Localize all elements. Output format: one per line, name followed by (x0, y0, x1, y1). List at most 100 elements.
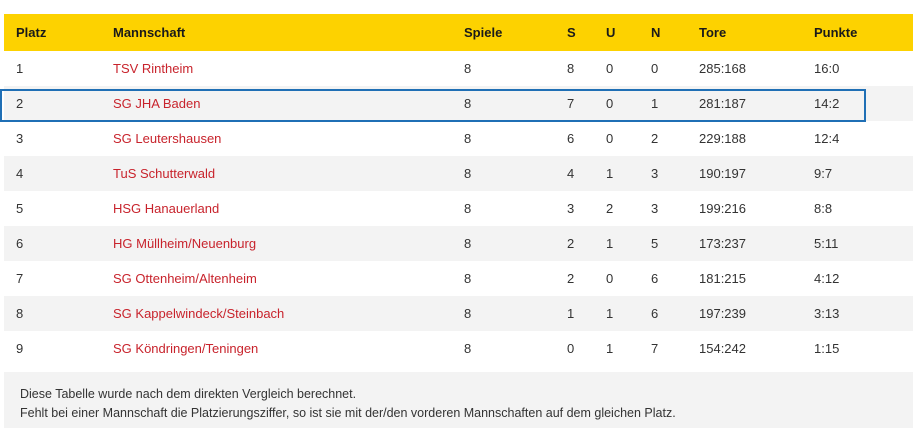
header-unentschieden: U (606, 25, 616, 40)
cell-spiele: 8 (464, 306, 472, 321)
cell-niederlagen: 2 (651, 131, 659, 146)
team-link[interactable]: SG Köndringen/Teningen (113, 341, 259, 356)
cell-spiele: 8 (464, 61, 472, 76)
header-tore: Tore (699, 25, 727, 40)
cell-tore: 197:239 (699, 306, 746, 321)
cell-tore: 281:187 (699, 96, 746, 111)
cell-unentschieden: 0 (606, 96, 614, 111)
cell-punkte: 12:4 (814, 131, 840, 146)
cell-siege: 8 (567, 61, 575, 76)
cell-platz: 1 (16, 61, 24, 76)
cell-tore: 173:237 (699, 236, 746, 251)
cell-spiele: 8 (464, 201, 472, 216)
cell-spiele: 8 (464, 166, 472, 181)
standings-table-container: Platz Mannschaft Spiele S U N Tore Punkt… (4, 14, 913, 366)
header-siege: S (567, 25, 576, 40)
cell-unentschieden: 0 (606, 131, 614, 146)
table-row: 8 SG Kappelwindeck/Steinbach 8 1 1 6 197:239 3:… (4, 296, 913, 331)
team-link[interactable]: HG Müllheim/Neuenburg (113, 236, 257, 251)
header-spiele: Spiele (464, 25, 503, 40)
cell-unentschieden: 0 (606, 271, 614, 286)
table-row: 2 SG JHA Baden 8 7 0 1 281:187 14:2 (4, 86, 913, 121)
team-link[interactable]: TuS Schutterwald (113, 166, 216, 181)
team-link[interactable]: SG JHA Baden (113, 96, 201, 111)
cell-tore: 154:242 (699, 341, 746, 356)
cell-unentschieden: 1 (606, 341, 614, 356)
standings-table: Platz Mannschaft Spiele S U N Tore Punkt… (4, 14, 913, 366)
cell-spiele: 8 (464, 236, 472, 251)
cell-team: SG Köndringen/Teningen (113, 331, 464, 366)
table-row: 1 TSV Rintheim 8 8 0 0 285:168 16:0 (4, 51, 913, 86)
cell-niederlagen: 5 (651, 236, 659, 251)
cell-siege: 2 (567, 236, 575, 251)
cell-punkte: 3:13 (814, 306, 840, 321)
footnote-line-1: Diese Tabelle wurde nach dem direkten Ve… (20, 387, 357, 401)
table-row: 9 SG Köndringen/Teningen 8 0 1 7 154:242 1:15 (4, 331, 913, 366)
header-punkte: Punkte (814, 25, 858, 40)
cell-punkte: 8:8 (814, 201, 833, 216)
cell-platz: 2 (16, 96, 24, 111)
team-link[interactable]: SG Kappelwindeck/Steinbach (113, 306, 285, 321)
cell-team: SG Ottenheim/Altenheim (113, 261, 464, 296)
cell-siege: 4 (567, 166, 575, 181)
cell-siege: 1 (567, 306, 575, 321)
cell-tore: 285:168 (699, 61, 746, 76)
cell-team: TSV Rintheim (113, 51, 464, 86)
team-link[interactable]: SG Leutershausen (113, 131, 222, 146)
cell-tore: 199:216 (699, 201, 746, 216)
cell-tore: 190:197 (699, 166, 746, 181)
cell-team: TuS Schutterwald (113, 156, 464, 191)
cell-unentschieden: 1 (606, 236, 614, 251)
cell-niederlagen: 3 (651, 166, 659, 181)
cell-platz: 7 (16, 271, 24, 286)
table-row: 5 HSG Hanauerland 8 3 2 3 199:216 8:8 (4, 191, 913, 226)
cell-niederlagen: 6 (651, 306, 659, 321)
cell-siege: 2 (567, 271, 575, 286)
cell-spiele: 8 (464, 341, 472, 356)
cell-siege: 7 (567, 96, 575, 111)
cell-siege: 3 (567, 201, 575, 216)
team-link[interactable]: SG Ottenheim/Altenheim (113, 271, 257, 286)
table-row: 4 TuS Schutterwald 8 4 1 3 190:197 9:7 (4, 156, 913, 191)
cell-punkte: 5:11 (814, 236, 839, 251)
cell-niederlagen: 0 (651, 61, 659, 76)
table-row: 7 SG Ottenheim/Altenheim 8 2 0 6 181:215 4:12 (4, 261, 913, 296)
cell-team: SG JHA Baden (113, 86, 464, 121)
cell-tore: 181:215 (699, 271, 746, 286)
cell-team: SG Kappelwindeck/Steinbach (113, 296, 464, 331)
cell-siege: 6 (567, 131, 575, 146)
table-header-row: Platz Mannschaft Spiele S U N Tore Punkt… (4, 14, 913, 51)
standings-body: 1 TSV Rintheim 8 8 0 0 285:168 16:0 2 SG JHA Bade… (4, 51, 913, 366)
cell-team: SG Leutershausen (113, 121, 464, 156)
cell-platz: 6 (16, 236, 24, 251)
cell-punkte: 14:2 (814, 96, 840, 111)
cell-punkte: 1:15 (814, 341, 840, 356)
table-row: 3 SG Leutershausen 8 6 0 2 229:188 12:4 (4, 121, 913, 156)
cell-team: HSG Hanauerland (113, 191, 464, 226)
cell-spiele: 8 (464, 271, 472, 286)
cell-punkte: 9:7 (814, 166, 833, 181)
cell-unentschieden: 1 (606, 166, 614, 181)
cell-niederlagen: 6 (651, 271, 659, 286)
cell-tore: 229:188 (699, 131, 746, 146)
header-niederlagen: N (651, 25, 661, 40)
cell-spiele: 8 (464, 96, 472, 111)
cell-platz: 4 (16, 166, 24, 181)
cell-platz: 9 (16, 341, 24, 356)
cell-unentschieden: 1 (606, 306, 614, 321)
cell-niederlagen: 1 (651, 96, 659, 111)
cell-punkte: 16:0 (814, 61, 840, 76)
cell-niederlagen: 3 (651, 201, 659, 216)
cell-niederlagen: 7 (651, 341, 659, 356)
cell-team: HG Müllheim/Neuenburg (113, 226, 464, 261)
cell-unentschieden: 2 (606, 201, 614, 216)
team-link[interactable]: HSG Hanauerland (113, 201, 220, 216)
team-link[interactable]: TSV Rintheim (113, 61, 194, 76)
cell-unentschieden: 0 (606, 61, 614, 76)
header-mannschaft: Mannschaft (113, 25, 186, 40)
table-row: 6 HG Müllheim/Neuenburg 8 2 1 5 173:237 5:11 (4, 226, 913, 261)
cell-spiele: 8 (464, 131, 472, 146)
cell-siege: 0 (567, 341, 575, 356)
cell-platz: 8 (16, 306, 24, 321)
cell-punkte: 4:12 (814, 271, 840, 286)
